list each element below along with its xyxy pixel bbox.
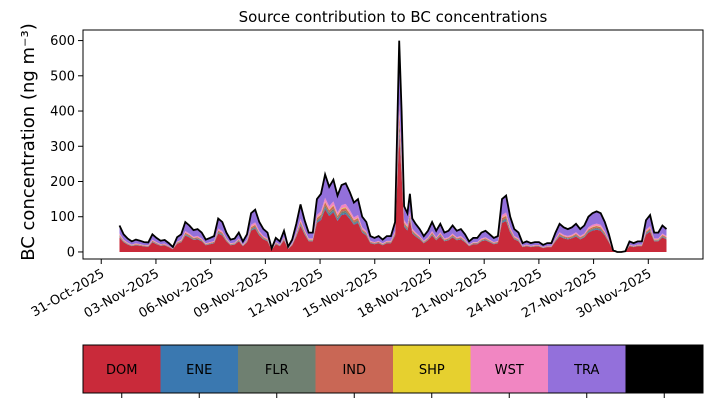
series-area-tra bbox=[119, 40, 667, 252]
series-layer bbox=[119, 40, 667, 252]
legend: DOM ENE FLR IND SHP WST TRA BB bbox=[82, 344, 704, 398]
legend-frame bbox=[82, 344, 704, 394]
legend-swatch-bb bbox=[625, 345, 704, 393]
legend-label-dom: DOM bbox=[106, 363, 137, 378]
legend-label-ind: IND bbox=[342, 363, 366, 378]
legend-swatch-wst bbox=[470, 345, 549, 393]
y-tick-label: 500 bbox=[50, 69, 75, 84]
y-tick-label: 400 bbox=[50, 105, 75, 120]
legend-label-flr: FLR bbox=[265, 363, 289, 378]
legend-swatch-shp bbox=[393, 345, 471, 393]
y-tick-label: 600 bbox=[50, 34, 75, 49]
y-tick-label: 300 bbox=[50, 140, 75, 155]
legend-label-ene: ENE bbox=[186, 363, 212, 378]
y-tick-label: 200 bbox=[50, 175, 75, 190]
legend-swatch-dom bbox=[83, 345, 161, 393]
x-axis: 31-Oct-202503-Nov-202506-Nov-202509-Nov-… bbox=[29, 259, 654, 321]
legend-label-wst: WST bbox=[495, 363, 524, 378]
legend-label-shp: SHP bbox=[419, 363, 445, 378]
total-line bbox=[118, 40, 668, 253]
y-axis-label: BC concentration (ng m⁻³) bbox=[18, 23, 39, 261]
legend-swatch-ene bbox=[160, 345, 239, 393]
chart-title: Source contribution to BC concentrations bbox=[239, 8, 548, 26]
plot-frame bbox=[82, 29, 704, 260]
legend-swatch-ind bbox=[315, 345, 394, 393]
y-axis: 0 100 200 300 400 500 600 bbox=[50, 34, 83, 260]
legend-swatch-tra bbox=[548, 345, 626, 393]
legend-label-bb: BB bbox=[655, 363, 673, 378]
legend-label-tra: TRA bbox=[573, 363, 599, 378]
y-tick-label: 0 bbox=[67, 245, 75, 260]
legend-swatch-flr bbox=[238, 345, 316, 393]
y-tick-label: 100 bbox=[50, 210, 75, 225]
